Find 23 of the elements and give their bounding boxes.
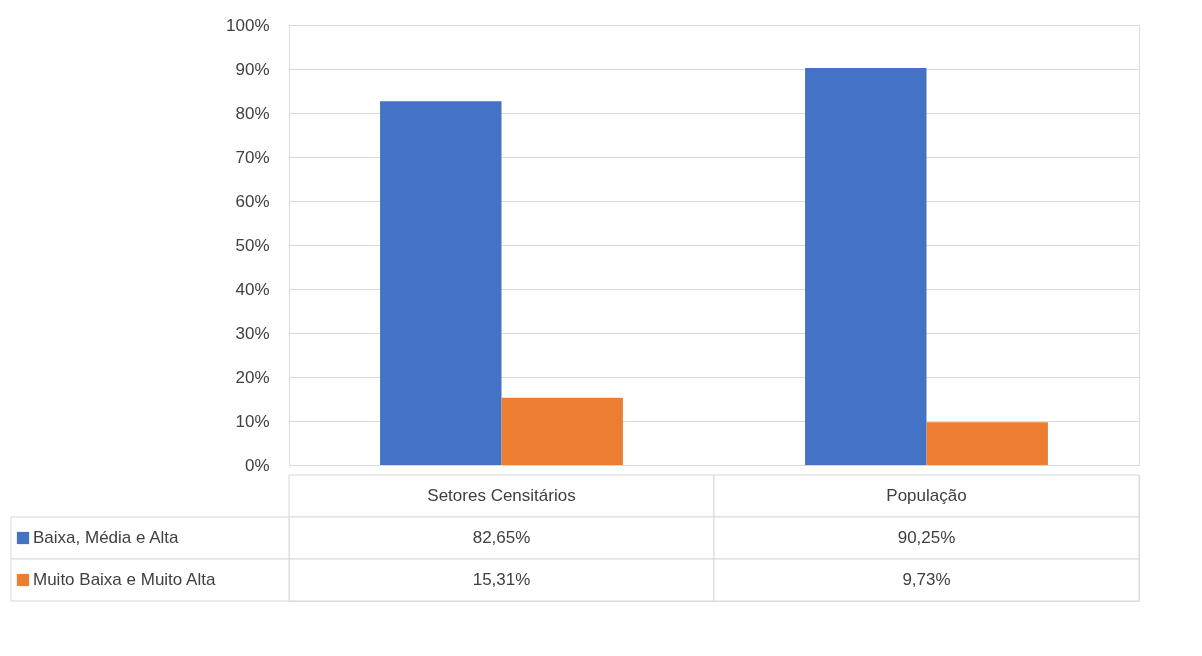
y-tick-label: 30% (235, 323, 270, 343)
x-tick-label: População (886, 486, 967, 505)
bar (805, 67, 927, 465)
bar (380, 101, 502, 465)
bar (501, 397, 623, 465)
data-label: 9,73% (902, 570, 951, 589)
data-label: 90,25% (897, 528, 956, 547)
data-label: 82,65% (472, 528, 531, 547)
x-tick-label: Setores Censitários (427, 486, 576, 505)
y-tick-label: 90% (235, 59, 270, 79)
y-tick-label: 20% (235, 367, 270, 387)
y-tick-label: 70% (235, 147, 270, 167)
y-tick-label: 60% (235, 191, 270, 211)
y-tick-label: 10% (235, 411, 270, 431)
y-tick-label: 100% (226, 15, 270, 35)
y-tick-label: 40% (235, 279, 270, 299)
legend-label: Muito Baixa e Muito Alta (33, 570, 216, 589)
data-label: 15,31% (472, 570, 531, 589)
y-tick-label: 0% (244, 455, 270, 475)
y-tick-label: 50% (235, 235, 270, 255)
legend-label: Baixa, Média e Alta (33, 528, 180, 547)
bar (926, 422, 1048, 465)
y-tick-label: 80% (235, 103, 270, 123)
